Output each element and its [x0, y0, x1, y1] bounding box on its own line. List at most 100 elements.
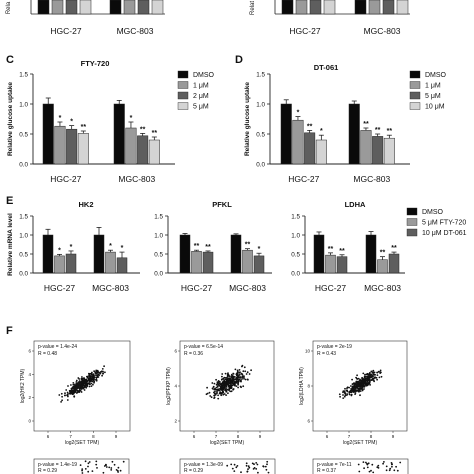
panel-d-sig-label: * — [320, 128, 323, 135]
bottom-scatter-point — [251, 462, 254, 465]
panel-f-ldha-point — [350, 385, 352, 387]
bottom-scatter-point — [367, 462, 370, 465]
panel-f-pfkp-p-value: p-value = 6.5e-14 — [184, 344, 223, 350]
panel-f-pfkp-point — [226, 379, 229, 382]
panel-f-hk2-point — [86, 385, 88, 388]
top-right-bar — [396, 0, 409, 15]
bottom-scatter-point — [389, 467, 392, 470]
bottom-scatter-point — [370, 469, 372, 472]
panel-f-pfkp-point — [231, 375, 234, 377]
panel-f-pfkp-point — [217, 394, 220, 397]
panel-f-pfkp-point — [222, 383, 225, 386]
bottom-scatter-point — [79, 464, 82, 466]
bottom-scatter-point — [362, 461, 365, 463]
panel-f-hk2-point — [78, 378, 81, 380]
panel-f-pfkp-point — [213, 382, 216, 385]
panel-f-pfkp-point — [208, 391, 211, 394]
panel-f-pfkp-point — [227, 382, 230, 385]
panel-f-pfkp-point — [236, 376, 239, 378]
panel-f-ldha-xlabel: log2(SET TPM) — [343, 440, 378, 446]
panel-f-hk2-xlabel: log2(SET TPM) — [65, 440, 100, 446]
panel-f-hk2-y-tick-label: 6 — [28, 349, 31, 354]
panel-f-hk2-point — [66, 393, 69, 396]
panel-f-hk2-point — [81, 377, 84, 380]
panel-f-ldha-point — [357, 390, 360, 393]
bottom-scatter-point — [262, 465, 265, 468]
panel-f-ldha-point — [353, 384, 356, 387]
panel-f-hk2-ylabel: log2(HK2 TPM) — [20, 368, 26, 403]
panel-f-ldha-point — [348, 393, 351, 396]
panel-c-bar — [77, 133, 89, 165]
bottom-scatter-point — [233, 470, 236, 472]
panel-d-sig-label: * — [297, 110, 300, 117]
panel-f-pfkp-point — [226, 388, 229, 391]
panel-e-pfkl-bar — [253, 255, 265, 274]
top-right-bar — [323, 0, 336, 15]
bottom-scatter-point — [246, 470, 249, 473]
panel-e-pfkl-y-tick-label: 0.5 — [154, 251, 163, 258]
bottom-scatter-point — [396, 469, 399, 472]
panel-f-hk2-point — [95, 374, 97, 377]
top-right-bar — [295, 0, 308, 15]
panel-f-ldha-point — [376, 378, 378, 381]
panel-f-hk2-point — [76, 382, 79, 385]
panel-f-pfkp-point — [222, 378, 225, 380]
panel-f-hk2-point — [80, 387, 83, 389]
panel-f-pfkp-point — [221, 392, 223, 394]
panel-e-hk2-sig-label: * — [58, 247, 61, 254]
panel-f-ldha-point — [376, 374, 379, 376]
panel-f-ldha-point — [343, 390, 346, 392]
panel-f-ldha-point — [354, 383, 357, 385]
panel-f-pfkp-point — [231, 378, 234, 381]
panel-e-ldha-legend-label: 10 μM DT-061 — [422, 230, 467, 237]
panel-f-pfkp-x-tick-label: 9 — [259, 434, 262, 439]
panel-f-ldha-point — [352, 386, 355, 389]
bottom-scatter-point — [115, 469, 118, 471]
panel-f-ldha-point — [346, 389, 349, 392]
panel-f-ldha-point — [344, 387, 346, 390]
panel-f-pfkp-point — [221, 373, 224, 375]
panel-f-ldha-point — [361, 379, 364, 381]
panel-f-hk2-point — [72, 387, 75, 390]
panel-f-ldha-point — [373, 374, 376, 376]
panel-f-ldha-point — [350, 388, 352, 390]
panel-f-ldha-p-value: p-value = 2e-19 — [317, 344, 352, 350]
top-left-bar — [79, 0, 92, 15]
panel-f-pfkp-point — [213, 388, 216, 391]
panel-e-ldha-sig-label: ** — [391, 245, 397, 252]
top-left-bar — [65, 0, 78, 15]
panel-f-hk2-point — [94, 371, 97, 374]
panel-f-pfkp-point — [235, 385, 238, 387]
panel-f-hk2-point — [95, 369, 98, 372]
panel-f-pfkp-point — [218, 384, 221, 387]
panel-f-hk2-point — [60, 401, 62, 403]
bottom-scatter-point — [391, 463, 393, 466]
bottom-scatter-point — [358, 470, 361, 473]
panel-c-bar — [137, 135, 149, 165]
bottom-scatter-point — [81, 472, 84, 474]
panel-f-pfkp-xlabel: log2(SET TPM) — [210, 440, 245, 446]
panel-e-ldha-sig-label: ** — [380, 250, 386, 257]
panel-e-pfkl-sig-label: * — [258, 246, 261, 253]
top-left-xtick: HGC-27 — [50, 26, 81, 36]
panel-f-hk2-point — [101, 368, 104, 370]
panel-f-hk2-r-value: R = 0.48 — [38, 351, 57, 357]
panel-f-pfkp-point — [241, 373, 244, 376]
panel-f-ldha-point — [356, 374, 358, 377]
panel-f-pfkp-point — [211, 387, 214, 390]
panel-f-pfkp-point — [234, 368, 237, 371]
panel-f-hk2-point — [72, 392, 75, 395]
panel-e-hk2-bar — [65, 253, 77, 274]
panel-d-bar — [280, 103, 292, 165]
panel-f-pfkp-point — [215, 389, 218, 391]
panel-f-ldha-point — [368, 373, 370, 376]
panel-e-hk2-sig-label: * — [70, 244, 73, 251]
panel-f-hk2-point — [101, 374, 103, 377]
bottom-scatter-point — [245, 464, 248, 467]
panel-f-pfkp-point — [228, 377, 231, 379]
panel-f-pfkp-point — [216, 392, 219, 394]
panel-f-pfkp-point — [218, 383, 221, 385]
panel-f-hk2-point — [75, 381, 78, 383]
panel-c-y-tick-label: 1.5 — [19, 71, 28, 78]
panel-f-hk2-point — [88, 373, 91, 375]
